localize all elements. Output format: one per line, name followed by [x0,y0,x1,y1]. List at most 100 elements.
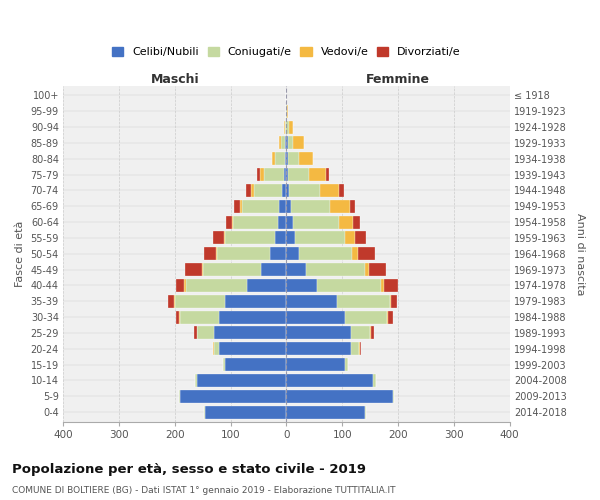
Y-axis label: Fasce di età: Fasce di età [15,220,25,287]
Bar [387,310,388,324]
Bar [225,232,275,244]
Bar [214,326,286,340]
Bar [286,390,392,403]
Bar [260,168,264,181]
Bar [286,184,289,197]
Bar [286,310,345,324]
Bar [176,279,184,292]
Bar [390,295,391,308]
Bar [223,358,225,371]
Bar [245,184,251,197]
Bar [345,232,355,244]
Bar [234,200,239,212]
Bar [310,168,326,181]
Bar [205,248,215,260]
Bar [384,279,398,292]
Bar [272,152,275,165]
Bar [226,216,232,228]
Bar [359,342,361,355]
Bar [205,406,286,418]
Bar [358,248,375,260]
Bar [371,326,374,340]
Bar [168,295,173,308]
Bar [293,136,304,149]
Bar [203,263,261,276]
Bar [391,295,397,308]
Bar [339,216,353,228]
Bar [254,184,282,197]
Bar [287,104,288,118]
Bar [306,263,365,276]
Bar [340,184,344,197]
Bar [202,263,203,276]
Bar [279,136,281,149]
Bar [175,295,225,308]
Bar [278,216,286,228]
Bar [286,216,293,228]
Bar [345,310,387,324]
Text: Maschi: Maschi [151,73,199,86]
Bar [286,248,299,260]
Bar [299,152,313,165]
Bar [293,216,339,228]
Text: Popolazione per età, sesso e stato civile - 2019: Popolazione per età, sesso e stato civil… [12,462,366,475]
Bar [269,248,286,260]
Bar [286,152,288,165]
Bar [286,374,373,387]
Bar [247,279,286,292]
Bar [365,406,366,418]
Bar [232,216,233,228]
Bar [286,168,288,181]
Bar [286,200,291,212]
Text: COMUNE DI BOLTIERE (BG) - Dati ISTAT 1° gennaio 2019 - Elaborazione TUTTITALIA.I: COMUNE DI BOLTIERE (BG) - Dati ISTAT 1° … [12,486,395,495]
Bar [181,310,220,324]
Bar [350,326,370,340]
Bar [282,184,286,197]
Bar [337,295,390,308]
Bar [186,279,247,292]
Bar [373,374,376,387]
Bar [286,263,306,276]
Bar [251,184,254,197]
Bar [355,232,366,244]
Bar [281,136,286,149]
Bar [225,295,286,308]
Bar [242,200,278,212]
Bar [286,120,289,134]
Bar [317,279,382,292]
Bar [289,184,320,197]
Y-axis label: Anni di nascita: Anni di nascita [575,212,585,295]
Bar [289,120,293,134]
Bar [286,358,345,371]
Bar [197,374,286,387]
Bar [285,120,286,134]
Bar [291,200,330,212]
Bar [184,279,186,292]
Bar [275,232,286,244]
Bar [173,295,175,308]
Bar [278,200,286,212]
Bar [288,168,310,181]
Bar [326,168,329,181]
Bar [392,390,394,403]
Text: Femmine: Femmine [366,73,430,86]
Bar [217,248,269,260]
Bar [285,152,286,165]
Bar [286,342,350,355]
Bar [286,326,350,340]
Bar [353,216,359,228]
Bar [196,374,197,387]
Bar [220,342,286,355]
Bar [288,152,299,165]
Bar [197,326,214,340]
Legend: Celibi/Nubili, Coniugati/e, Vedovi/e, Divorziati/e: Celibi/Nubili, Coniugati/e, Vedovi/e, Di… [110,44,463,60]
Bar [286,406,365,418]
Bar [233,216,278,228]
Bar [345,358,348,371]
Bar [286,136,287,149]
Bar [261,263,286,276]
Bar [176,310,179,324]
Bar [215,248,217,260]
Bar [350,342,359,355]
Bar [257,168,260,181]
